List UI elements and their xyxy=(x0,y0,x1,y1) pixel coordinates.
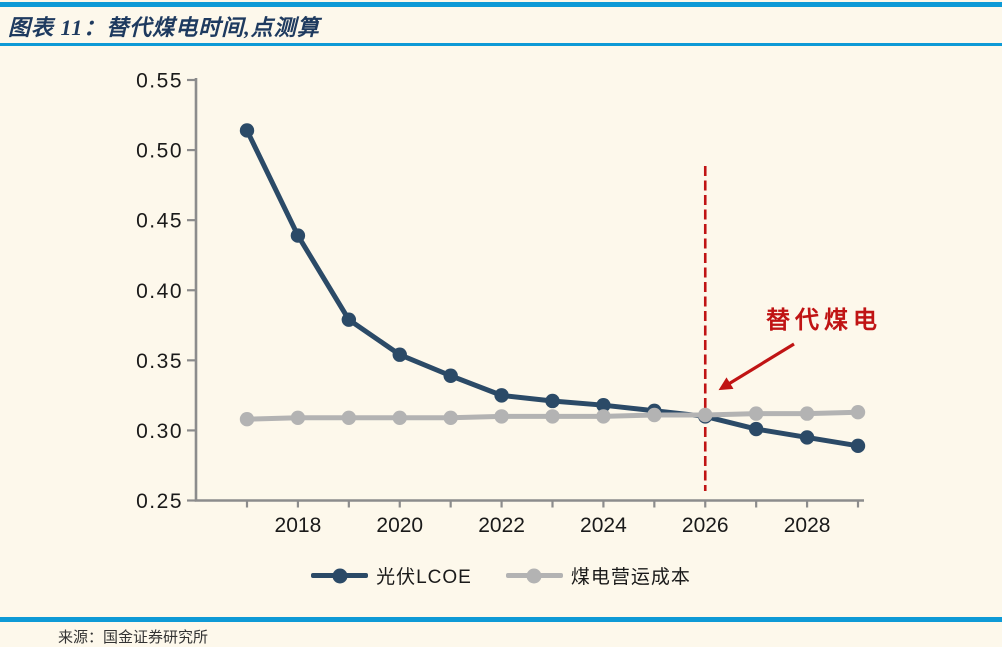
pv-lcoe-marker-dot xyxy=(332,568,348,583)
svg-text:0.50: 0.50 xyxy=(136,140,183,163)
svg-text:0.40: 0.40 xyxy=(136,280,183,303)
svg-text:2018: 2018 xyxy=(275,514,322,537)
svg-text:0.25: 0.25 xyxy=(136,490,183,513)
coal-cost-marker-dot xyxy=(526,568,542,583)
svg-text:2028: 2028 xyxy=(784,514,831,537)
coal-cost-line-sample xyxy=(505,568,563,583)
svg-text:0.35: 0.35 xyxy=(136,350,183,373)
svg-text:0.55: 0.55 xyxy=(136,70,183,93)
svg-text:2020: 2020 xyxy=(376,514,423,537)
svg-text:0.30: 0.30 xyxy=(136,420,183,443)
legend-label-coal-cost: 煤电营运成本 xyxy=(570,567,691,588)
top-rule xyxy=(0,2,1002,7)
title-divider-rule xyxy=(0,43,1002,46)
chart-plot: 0.25 0.30 0.35 0.40 0.45 0.50 0.55 2018 2020 2022… xyxy=(136,70,866,537)
chart-title: 图表 11：替代煤电时间,点测算 xyxy=(8,15,320,40)
svg-text:2024: 2024 xyxy=(580,514,627,537)
source-line: 来源：国金证券研究所 xyxy=(58,629,209,646)
svg-text:0.45: 0.45 xyxy=(136,210,183,233)
pv-lcoe-line-sample xyxy=(311,568,369,583)
legend-label-pv-lcoe: 光伏LCOE xyxy=(376,567,472,588)
svg-text:2026: 2026 xyxy=(682,514,729,537)
bottom-rule xyxy=(0,617,1002,622)
legend-item-coal-cost: 煤电营运成本 xyxy=(505,562,691,589)
legend-item-pv-lcoe: 光伏LCOE xyxy=(311,562,472,589)
annotation-label: 替代煤电 xyxy=(766,308,882,334)
svg-text:2022: 2022 xyxy=(478,514,525,537)
legend: 光伏LCOE 煤电营运成本 xyxy=(0,562,1002,589)
